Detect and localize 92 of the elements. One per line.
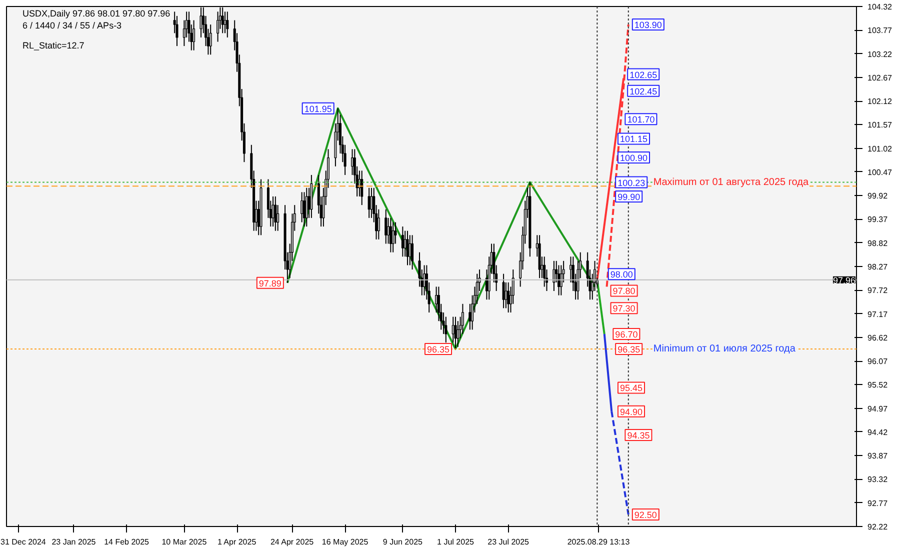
candlestick xyxy=(456,320,460,348)
candlestick xyxy=(411,234,414,270)
candlestick xyxy=(305,187,308,228)
candlestick xyxy=(401,226,404,258)
candlestick xyxy=(552,260,556,292)
candlestick xyxy=(192,20,196,51)
annotation: 97.89 xyxy=(258,278,282,288)
candlestick xyxy=(209,24,212,56)
y-tick-label: 97.72 xyxy=(868,286,888,296)
annotation: 98.00 xyxy=(610,270,633,280)
candlestick xyxy=(423,264,426,296)
chart-title: USDX,Daily 97.86 98.01 97.80 97.96 xyxy=(22,8,170,18)
annotation: 96.35 xyxy=(618,344,640,355)
candlestick xyxy=(406,230,409,266)
annotation: 100.90 xyxy=(620,152,648,163)
text: 6 / 1440 / 34 / 55 / APs-3 xyxy=(22,20,122,30)
annotation: 96.35 xyxy=(426,344,450,355)
candlestick xyxy=(507,282,510,313)
candlestick xyxy=(461,303,464,334)
annotation: 99.90 xyxy=(618,192,640,202)
annotation: RL_Static=12.7 xyxy=(22,40,84,50)
candlestick xyxy=(543,256,546,288)
x-tick-label: 9 Jun 2025 xyxy=(382,538,424,546)
y-tick-label: 96.07 xyxy=(868,357,888,366)
y-tick-label: 103.77 xyxy=(868,26,893,36)
x-tick-label: 16 May 2025 xyxy=(322,538,369,546)
y-tick-label: 101.02 xyxy=(868,144,893,154)
y-tick-label: 96.62 xyxy=(868,333,888,342)
candlestick xyxy=(502,273,505,309)
annotation: Minimum от 01 июля 2025 года xyxy=(653,344,796,355)
annotation: 94.90 xyxy=(620,406,643,417)
x-tick-label: 10 Mar 2025 xyxy=(162,538,208,546)
y-tick-label: 99.37 xyxy=(868,215,888,224)
annotation: 92.50 xyxy=(634,510,657,520)
candlestick xyxy=(274,196,277,232)
x-tick-label: 14 Feb 2025 xyxy=(104,538,150,546)
y-tick-label: 100.47 xyxy=(868,168,893,177)
x-tick-label: 23 Jan 2025 xyxy=(52,538,96,546)
candlestick xyxy=(408,234,412,266)
annotation: 101.70 xyxy=(627,114,655,125)
x-tick-label: 31 Dec 2024 xyxy=(0,538,46,546)
annotation: 94.35 xyxy=(627,430,650,440)
y-tick-label: 92.22 xyxy=(868,522,888,532)
candlestick xyxy=(392,222,394,253)
annotation: 101.95 xyxy=(304,104,332,114)
candlestick xyxy=(444,316,448,344)
annotation: 102.45 xyxy=(630,86,658,96)
y-tick-label: 98.27 xyxy=(868,262,888,272)
candlestick xyxy=(558,264,560,296)
y-tick-label: 97.17 xyxy=(868,310,888,319)
candlestick xyxy=(454,316,457,350)
y-tick-label: 98.82 xyxy=(868,238,888,248)
annotation: 103.90 xyxy=(634,20,662,30)
annotation: Maximum от 01 августа 2025 года xyxy=(653,176,809,188)
y-tick-label: 94.42 xyxy=(868,428,888,437)
candlestick xyxy=(272,196,274,228)
y-tick-label: 104.32 xyxy=(868,2,893,12)
y-tick-label: 99.92 xyxy=(868,192,888,201)
candlestick xyxy=(560,264,562,296)
x-tick-label: 2025.08.29 13:13 xyxy=(567,538,630,546)
y-tick-label: 103.22 xyxy=(868,50,893,59)
x-tick-label: 24 Apr 2025 xyxy=(270,538,314,546)
y-tick-label: 92.77 xyxy=(868,498,888,508)
annotation: 101.15 xyxy=(620,134,648,144)
annotation: 95.45 xyxy=(620,383,643,394)
ref-line-label: 97.96 xyxy=(832,275,856,286)
candlestick xyxy=(377,208,380,240)
annotation: 102.65 xyxy=(630,70,658,80)
x-tick-label: 1 Apr 2025 xyxy=(217,538,257,546)
y-tick-label: 102.12 xyxy=(868,97,893,106)
candlestick xyxy=(370,187,373,218)
annotation: 96.70 xyxy=(615,329,638,340)
x-tick-label: 23 Jul 2025 xyxy=(488,538,530,546)
x-tick-label: 1 Jul 2025 xyxy=(437,538,475,546)
candlestick xyxy=(224,11,226,34)
candlestick xyxy=(176,15,178,47)
candlestick xyxy=(389,217,392,253)
annotation: 100.23 xyxy=(618,178,646,188)
y-tick-label: 102.67 xyxy=(868,73,893,82)
y-tick-label: 95.52 xyxy=(868,380,888,390)
y-tick-label: 94.97 xyxy=(868,404,888,414)
candlestick xyxy=(384,208,388,244)
y-tick-label: 93.32 xyxy=(868,475,888,484)
y-tick-label: 101.57 xyxy=(868,120,893,130)
candlestick xyxy=(226,11,229,38)
candlestick xyxy=(360,170,364,206)
candlestick xyxy=(302,192,306,228)
annotation: 97.80 xyxy=(612,286,636,296)
annotation: 97.30 xyxy=(612,304,636,314)
candlestick xyxy=(216,11,220,42)
candlestick xyxy=(300,192,304,223)
y-tick-label: 93.87 xyxy=(868,452,888,461)
